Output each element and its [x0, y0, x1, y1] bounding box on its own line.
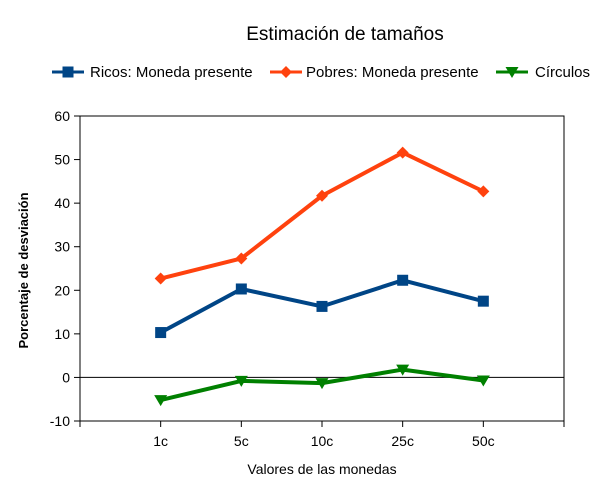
series-line — [160, 150, 485, 281]
series-2 — [154, 146, 490, 285]
data-point — [235, 283, 247, 295]
series-layer — [154, 146, 490, 407]
data-point — [316, 300, 328, 312]
series-3 — [154, 364, 490, 407]
data-point — [476, 375, 490, 387]
data-point — [477, 185, 490, 198]
legend-label: Ricos: Moneda presente — [90, 64, 253, 81]
series-1 — [155, 274, 489, 339]
y-tick-label: 60 — [54, 108, 70, 124]
legend-label: Pobres: Moneda presente — [306, 64, 479, 81]
plot-area-frame — [79, 115, 565, 422]
data-point — [235, 252, 248, 265]
data-point — [154, 272, 167, 285]
x-tick-label: 10c — [311, 433, 334, 449]
data-point — [477, 295, 489, 307]
data-point — [396, 146, 409, 159]
data-point — [154, 395, 168, 407]
y-tick-label: 40 — [54, 195, 70, 211]
legend-swatch-marker — [280, 66, 292, 78]
legend-item: Ricos: Moneda presente — [52, 64, 253, 81]
titles: Estimación de tamaños Valores de las mone… — [16, 24, 444, 477]
x-axis-label: Valores de las monedas — [247, 461, 396, 477]
y-tick-label: 50 — [54, 152, 70, 168]
axes — [79, 115, 565, 422]
y-tick-label: 30 — [54, 239, 70, 255]
legend-label: Círculos — [535, 64, 590, 81]
data-point — [316, 189, 328, 202]
y-axis-label: Porcentaje de desviación — [16, 192, 31, 348]
data-point — [397, 274, 409, 286]
y-tick-label: -10 — [50, 413, 70, 429]
legend-swatch-marker — [62, 66, 74, 78]
legend-item: Círculos — [496, 64, 590, 81]
data-point — [155, 327, 167, 339]
x-tick-label: 1c — [153, 433, 168, 449]
x-tick-label: 50c — [472, 433, 495, 449]
y-tick-label: 20 — [54, 282, 70, 298]
y-tick-label: 0 — [62, 369, 70, 385]
y-tick-label: 10 — [54, 326, 70, 342]
chart-title: Estimación de tamaños — [246, 24, 444, 45]
data-point — [396, 364, 410, 376]
legend-item: Pobres: Moneda presente — [270, 64, 479, 81]
legend: Ricos: Moneda presente Pobres: Moneda pre… — [52, 64, 590, 81]
data-point — [234, 375, 248, 387]
x-tick-label: 5c — [234, 433, 249, 449]
data-point — [315, 378, 329, 390]
x-tick-label: 25c — [391, 433, 414, 449]
axis-ticks: -10 0 10 20 30 40 50 60 1c 5c 10c 25c 50c — [50, 108, 565, 449]
legend-swatch-marker — [505, 67, 519, 78]
